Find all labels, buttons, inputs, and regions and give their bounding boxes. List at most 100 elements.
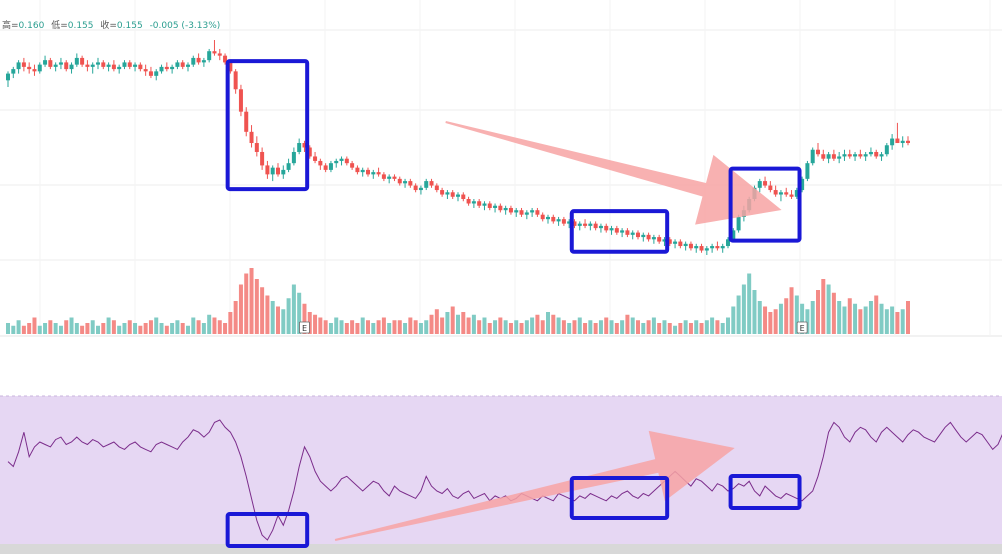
candle-body: [567, 221, 572, 224]
volume-bar: [445, 312, 450, 334]
candle-body: [816, 149, 820, 155]
volume-bar: [413, 320, 418, 334]
candle-body: [583, 223, 588, 226]
volume-bar: [784, 298, 789, 334]
candle-body: [180, 62, 185, 67]
volume-bar: [503, 320, 508, 334]
high-label: 高=: [2, 21, 19, 31]
volume-bar: [704, 320, 709, 334]
volume-bar: [726, 317, 730, 334]
candle-body: [789, 194, 794, 197]
candle-body: [339, 158, 344, 161]
candle-body: [360, 169, 365, 173]
volume-bar: [228, 312, 233, 334]
rsi-highlight-box: [728, 474, 802, 510]
volume-bar: [879, 303, 884, 334]
candle-body: [895, 138, 900, 144]
bottom-strip: [0, 544, 1002, 554]
candle-body: [143, 69, 148, 72]
volume-bar: [191, 317, 196, 334]
volume-bar: [493, 320, 498, 334]
candle-body: [641, 234, 646, 238]
candle-body: [556, 219, 561, 222]
earnings-marker-box: [796, 321, 808, 334]
candle-body: [524, 212, 529, 215]
volume-bar: [752, 290, 757, 334]
candle-body: [313, 156, 318, 161]
volume-bar: [747, 273, 752, 334]
volume-bar: [175, 320, 180, 334]
candle-body: [64, 62, 69, 70]
candle-body: [117, 66, 122, 70]
candle-body: [577, 223, 582, 226]
candle-body: [196, 57, 201, 63]
volume-bar: [662, 320, 667, 334]
volume-bar: [291, 284, 296, 334]
candle-body: [276, 167, 280, 175]
volume-bar: [858, 309, 863, 334]
candle-body: [477, 201, 482, 206]
volume-bar: [286, 298, 291, 334]
earnings-marker-label: E: [800, 324, 805, 333]
volume-bar: [498, 317, 503, 334]
volume-bar: [74, 323, 79, 334]
candle-body: [53, 64, 58, 67]
candle-body: [667, 239, 672, 244]
candle-body: [498, 205, 503, 211]
candle-body: [868, 151, 873, 155]
volume-bar: [863, 306, 868, 334]
candle-body: [223, 55, 228, 63]
volume-bar: [106, 317, 111, 334]
volume-bar: [673, 325, 678, 334]
volume-bar: [816, 290, 820, 334]
volume-bar: [265, 295, 270, 334]
candle-body: [403, 181, 408, 184]
candle-body: [106, 64, 111, 67]
candle-body: [694, 246, 699, 249]
candle-body: [863, 154, 868, 157]
candle-body: [366, 169, 370, 175]
volume-bar: [710, 317, 715, 334]
volume-bar: [657, 323, 662, 334]
volume-bar: [530, 317, 535, 334]
candle-body: [519, 210, 524, 215]
candle-body: [831, 154, 836, 159]
rsi-pane-background: [0, 396, 1002, 544]
candle-body: [508, 207, 513, 213]
volume-bar: [313, 314, 318, 334]
volume-bar: [212, 317, 217, 334]
candle-body: [350, 163, 355, 168]
volume-bar: [254, 279, 259, 334]
volume-bar: [69, 317, 74, 334]
candle-body: [96, 62, 100, 65]
volume-bar: [810, 301, 815, 334]
candle-body: [381, 174, 386, 179]
volume-bar: [524, 320, 529, 334]
candle-body: [794, 190, 799, 197]
candle-body: [847, 154, 852, 157]
candle-body: [434, 185, 439, 191]
candle-body: [466, 199, 471, 204]
candle-body: [191, 57, 196, 65]
candle-body: [688, 243, 693, 249]
candle-body: [344, 158, 349, 164]
volume-bar: [127, 320, 132, 334]
candle-body: [387, 176, 392, 179]
candle-body: [482, 203, 487, 206]
volume-bar: [260, 287, 265, 334]
volume-bar: [773, 309, 778, 334]
volume-bar: [874, 295, 879, 334]
price-highlight-box: [728, 166, 802, 243]
volume-bar: [186, 325, 190, 334]
candle-body: [540, 214, 545, 220]
candle-body: [853, 154, 858, 157]
volume-bar: [508, 323, 513, 334]
candle-body: [784, 192, 789, 195]
volume-bar: [196, 320, 201, 334]
candle-body: [265, 165, 270, 175]
low-label: 低=: [51, 21, 68, 31]
volume-bar: [434, 309, 439, 334]
candle-body: [74, 57, 79, 65]
candle-body: [900, 140, 905, 144]
